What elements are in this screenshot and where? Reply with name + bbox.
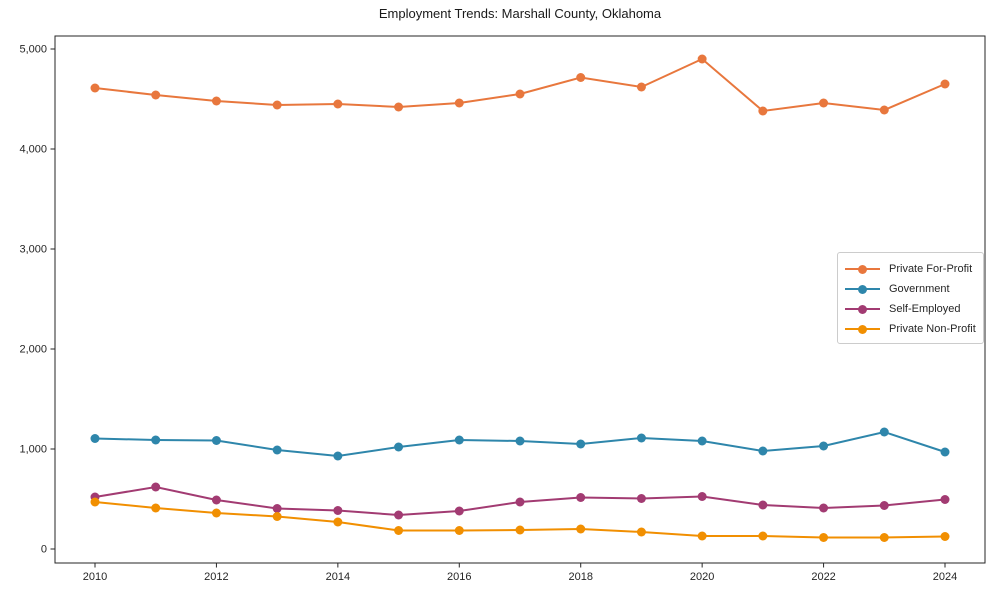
series-marker-private-non-profit (394, 526, 404, 535)
series-marker-private-for-profit (454, 98, 464, 108)
series-marker-private-non-profit (819, 533, 829, 542)
x-tick-label: 2018 (568, 571, 592, 583)
series-marker-government (636, 433, 646, 443)
x-tick-label: 2022 (811, 571, 835, 583)
series-marker-private-for-profit (394, 102, 404, 112)
series-marker-private-for-profit (697, 54, 707, 64)
series-marker-private-for-profit (940, 79, 950, 89)
series-marker-self-employed (576, 493, 586, 502)
legend-label: Private Non-Profit (889, 323, 976, 335)
series-marker-private-non-profit (636, 527, 646, 537)
y-tick-label: 3,000 (19, 244, 47, 256)
x-tick-label: 2020 (690, 571, 714, 583)
series-marker-private-for-profit (333, 99, 343, 109)
legend-swatch-icon (845, 284, 880, 295)
legend-item-government: Government (845, 280, 977, 298)
series-marker-self-employed (515, 497, 525, 507)
series-marker-self-employed (333, 506, 343, 515)
x-tick-label: 2024 (933, 571, 957, 583)
series-marker-self-employed (819, 503, 829, 513)
series-marker-government (940, 447, 950, 457)
y-tick-label: 2,000 (19, 344, 47, 356)
series-marker-government (758, 446, 768, 456)
series-marker-government (576, 439, 586, 449)
series-marker-private-non-profit (515, 525, 525, 535)
series-marker-self-employed (879, 501, 889, 510)
series-marker-private-non-profit (151, 503, 161, 513)
legend: Private For-Profit Government Self-Employe… (837, 252, 984, 344)
series-marker-government (211, 436, 221, 445)
y-tick-label: 1,000 (19, 444, 47, 456)
series-marker-self-employed (211, 495, 221, 505)
legend-swatch-icon (845, 264, 880, 275)
series-marker-self-employed (272, 504, 282, 513)
legend-dot-icon (858, 324, 867, 334)
series-marker-private-non-profit (333, 517, 343, 527)
x-tick-label: 2016 (447, 571, 471, 583)
series-marker-private-non-profit (211, 508, 221, 518)
series-marker-government (515, 436, 525, 446)
series-marker-private-for-profit (90, 83, 100, 93)
series-marker-private-for-profit (515, 89, 525, 99)
legend-item-private-for-profit: Private For-Profit (845, 260, 977, 278)
legend-item-self-employed: Self-Employed (845, 300, 977, 318)
series-marker-private-non-profit (940, 532, 950, 541)
series-marker-private-for-profit (636, 82, 646, 92)
series-marker-private-for-profit (879, 105, 889, 115)
series-marker-self-employed (697, 492, 707, 501)
series-marker-government (272, 445, 282, 455)
series-marker-private-for-profit (151, 90, 161, 100)
series-marker-private-non-profit (697, 531, 707, 541)
series-marker-private-non-profit (879, 533, 889, 542)
series-marker-self-employed (758, 500, 768, 510)
legend-item-private-non-profit: Private Non-Profit (845, 320, 977, 338)
x-tick-label: 2010 (83, 571, 107, 583)
legend-swatch-icon (845, 324, 880, 335)
series-marker-self-employed (394, 510, 404, 520)
series-marker-government (879, 427, 889, 437)
legend-dot-icon (858, 304, 867, 314)
series-marker-private-for-profit (211, 96, 221, 106)
legend-dot-icon (858, 264, 867, 274)
series-marker-private-for-profit (272, 100, 282, 110)
legend-label: Self-Employed (889, 303, 961, 315)
series-line-private-for-profit (94, 57, 946, 113)
series-marker-private-for-profit (819, 98, 829, 108)
series-marker-private-non-profit (90, 497, 100, 507)
series-marker-private-non-profit (272, 512, 282, 521)
series-marker-government (394, 442, 404, 452)
series-marker-private-for-profit (758, 106, 768, 116)
series-marker-self-employed (151, 482, 161, 492)
legend-label: Government (889, 283, 950, 295)
series-marker-government (151, 435, 161, 445)
legend-swatch-icon (845, 304, 880, 315)
series-marker-private-non-profit (454, 526, 464, 535)
legend-label: Private For-Profit (889, 263, 973, 275)
y-tick-label: 5,000 (19, 44, 47, 56)
series-marker-self-employed (940, 495, 950, 504)
series-marker-government (454, 435, 464, 445)
series-marker-government (90, 434, 100, 443)
series-marker-self-employed (454, 506, 464, 516)
series-marker-government (333, 451, 343, 461)
chart-title: Employment Trends: Marshall County, Okla… (378, 6, 662, 21)
x-tick-label: 2012 (204, 571, 228, 583)
plot-border (54, 35, 986, 564)
series-marker-private-for-profit (576, 73, 586, 82)
y-tick-label: 4,000 (19, 144, 47, 156)
series-marker-private-non-profit (758, 531, 768, 541)
series-marker-private-non-profit (576, 524, 586, 534)
series-marker-government (697, 436, 707, 446)
series-marker-government (819, 441, 829, 451)
legend-dot-icon (858, 284, 867, 294)
series-marker-self-employed (636, 494, 646, 503)
x-tick-label: 2014 (326, 571, 350, 583)
y-tick-label: 0 (41, 544, 47, 556)
